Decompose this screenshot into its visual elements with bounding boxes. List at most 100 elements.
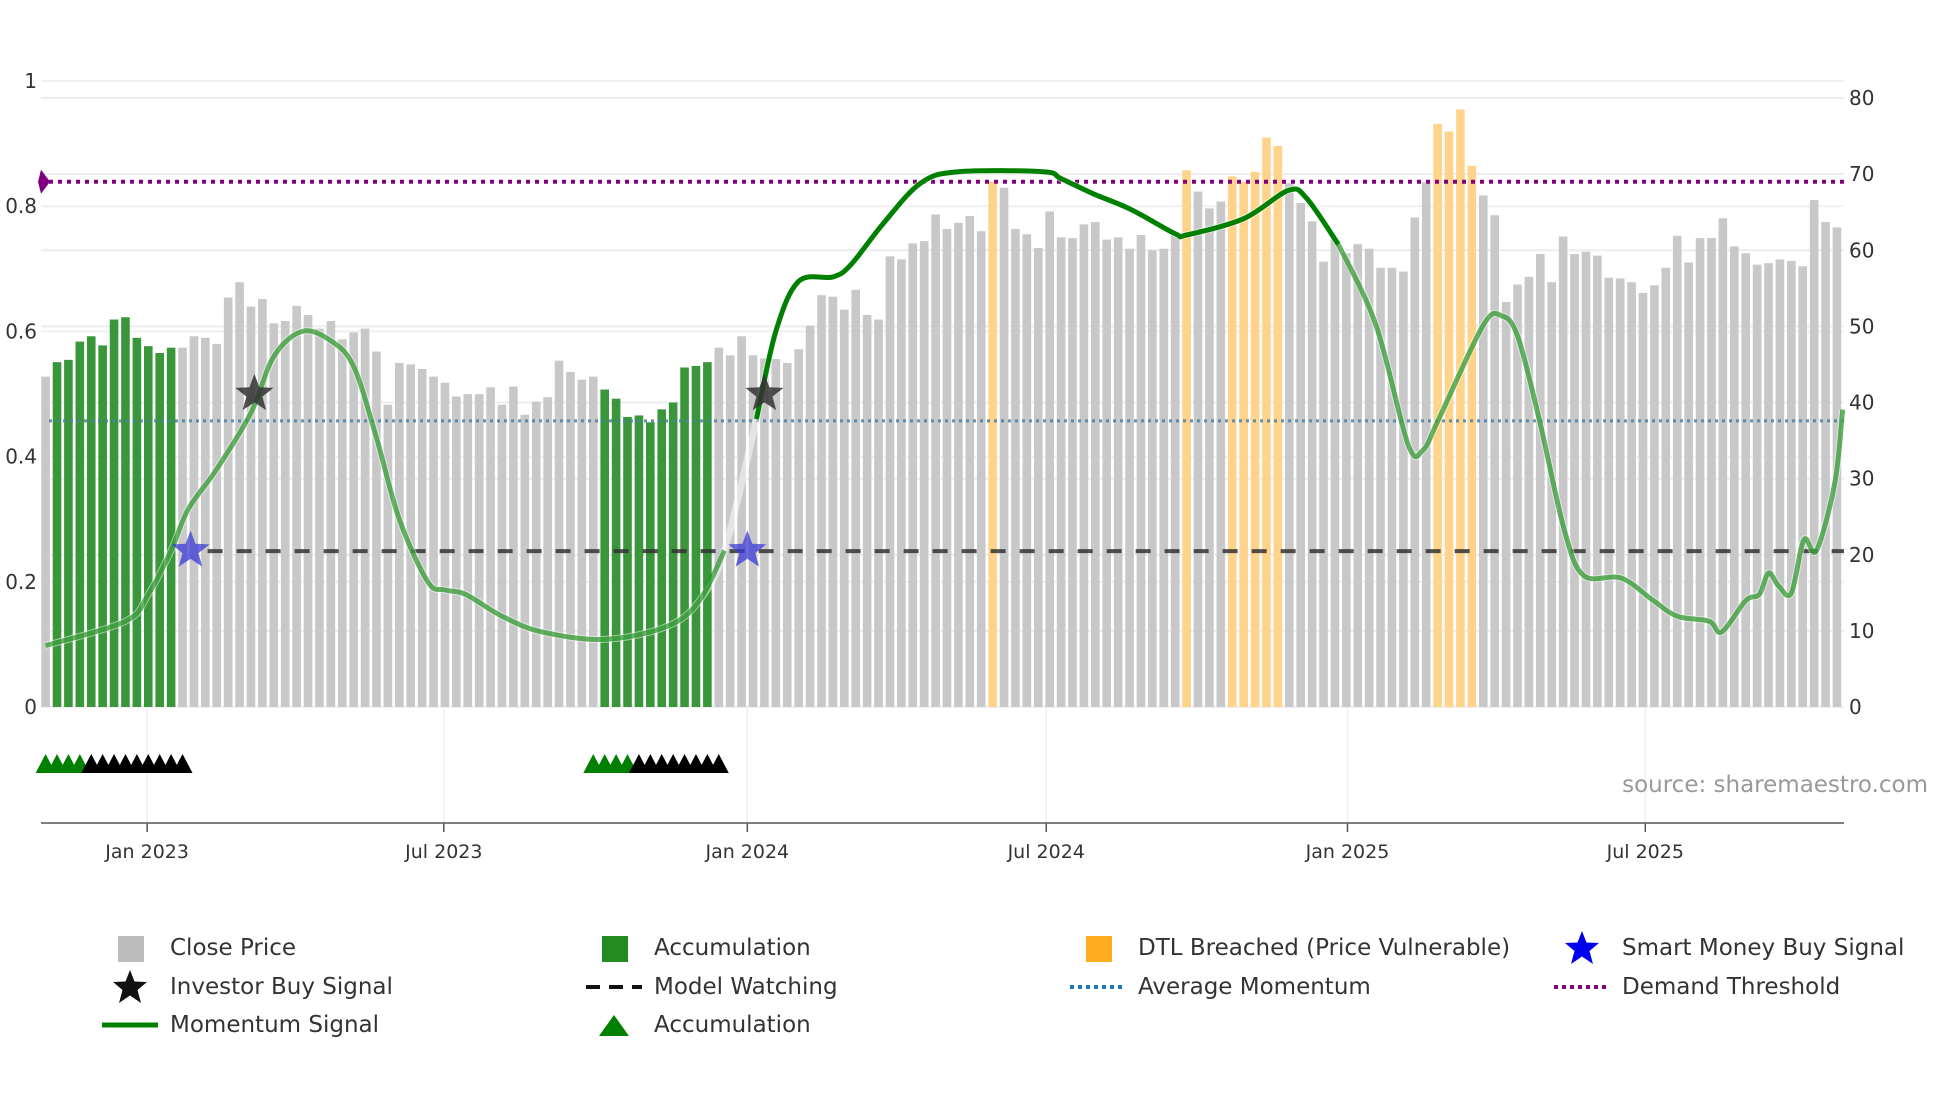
- close-price-bar: [1068, 238, 1077, 707]
- close-price-bar: [395, 362, 404, 707]
- close-price-bar: [269, 323, 279, 707]
- close-price-bar: [794, 349, 803, 707]
- x-axis-tick-label: Jul 2025: [1606, 841, 1684, 863]
- close-price-bar: [1570, 254, 1579, 707]
- left-axis-tick-label: 0.4: [5, 445, 37, 469]
- close-price-bar: [1524, 276, 1534, 707]
- accumulation-bar: [132, 337, 142, 707]
- close-price-bar: [337, 339, 347, 707]
- dtl-breached-bar: [1262, 137, 1271, 707]
- close-price-bar: [280, 321, 290, 707]
- close-price-bar: [1330, 239, 1340, 707]
- close-price-bar: [1364, 248, 1374, 708]
- close-price-bar: [463, 394, 473, 707]
- dtl-breached-bar: [1227, 176, 1237, 707]
- close-price-bar: [1091, 222, 1100, 708]
- accumulation-bar: [109, 319, 119, 707]
- close-price-bar: [874, 319, 883, 707]
- accumulation-bar: [703, 362, 712, 707]
- accumulation-bar: [691, 365, 701, 707]
- close-price-bar: [1205, 208, 1214, 707]
- accumulation-markers: [35, 754, 729, 773]
- accumulation-bar: [623, 416, 632, 707]
- close-price-bar: [1707, 238, 1716, 707]
- close-price-bar: [1718, 218, 1728, 707]
- close-price-bar: [1307, 221, 1317, 707]
- left-axis-tick-label: 0: [24, 695, 37, 719]
- close-price-bar: [942, 228, 952, 707]
- accumulation-bar: [166, 347, 176, 707]
- close-price-bar: [1148, 250, 1157, 707]
- close-price-bar: [1478, 195, 1488, 707]
- accumulation-bar: [600, 389, 609, 707]
- right-axis-tick-label: 40: [1849, 391, 1874, 415]
- accumulation-bar: [86, 336, 96, 707]
- close-price-bar: [1170, 232, 1180, 707]
- dtl-breached-bar: [1250, 171, 1260, 707]
- right-axis-tick-label: 10: [1849, 619, 1874, 643]
- close-price-bar: [851, 289, 861, 707]
- close-price-bar: [315, 328, 324, 707]
- close-price-bar: [372, 351, 381, 707]
- close-price-bar: [1079, 224, 1089, 707]
- dtl-breached-bar: [1273, 145, 1283, 708]
- close-price-bar: [212, 343, 222, 707]
- close-price-bar: [554, 360, 564, 707]
- dtl-breached-bar: [988, 181, 997, 708]
- close-price-bar: [1410, 217, 1420, 708]
- investor-buy-star: [745, 374, 784, 411]
- close-price-bar: [737, 336, 746, 707]
- close-price-bar: [1136, 235, 1146, 707]
- close-price-bar: [1513, 284, 1522, 707]
- close-price-bar: [1490, 215, 1499, 708]
- dtl-breached-bar: [1456, 109, 1465, 707]
- close-price-bar: [954, 222, 963, 707]
- close-price-bar: [1604, 277, 1614, 707]
- accumulation-bar: [668, 402, 678, 707]
- close-price-bar: [1695, 238, 1705, 707]
- accumulation-bar: [657, 409, 667, 707]
- close-price-bar: [1376, 267, 1385, 707]
- close-price-bar: [805, 325, 815, 707]
- close-price-bar: [1752, 264, 1762, 707]
- close-price-bar: [1045, 211, 1054, 707]
- close-price-bar: [1547, 282, 1557, 707]
- signal-stars: [171, 374, 784, 567]
- accumulation-bar: [75, 341, 85, 707]
- momentum-line-strong: [754, 168, 1341, 420]
- close-price-bar: [897, 259, 906, 707]
- close-price-bar: [326, 321, 336, 707]
- close-price-bar: [1342, 253, 1351, 708]
- close-price-bar: [782, 362, 792, 707]
- close-price-bar: [486, 387, 495, 707]
- x-axis-tick-label: Jul 2024: [1007, 841, 1085, 863]
- dtl-breached-bar: [1182, 170, 1191, 708]
- close-price-bar: [531, 401, 541, 707]
- dtl-breached-bar: [1467, 165, 1477, 708]
- close-price-bar: [1638, 292, 1648, 707]
- right-axis-tick-label: 60: [1849, 238, 1874, 262]
- close-price-bar: [383, 404, 393, 707]
- close-price-bar: [1399, 271, 1408, 707]
- close-price-bar: [543, 397, 552, 707]
- close-price-bar: [566, 372, 575, 707]
- x-axis-tick-label: Jan 2025: [1305, 841, 1390, 863]
- close-price-bar: [714, 347, 724, 707]
- accumulation-triangle-black: [708, 754, 729, 773]
- close-price-bar: [509, 386, 518, 707]
- close-price-bar: [1125, 248, 1134, 708]
- accumulation-bar: [646, 422, 655, 707]
- close-price-bar: [1615, 278, 1625, 707]
- accumulation-triangle-black: [172, 754, 193, 773]
- close-price-bar: [1102, 239, 1112, 707]
- close-price-bar: [1216, 201, 1226, 707]
- source-label: source: sharemaestro.com: [1622, 772, 1928, 798]
- x-axis-tick-label: Jul 2023: [404, 841, 482, 863]
- close-price-bar: [246, 306, 256, 707]
- right-axis-tick-label: 20: [1849, 543, 1874, 567]
- close-price-bar: [1787, 260, 1796, 707]
- close-price-bar: [1809, 200, 1819, 707]
- close-price-bar: [440, 382, 450, 707]
- accumulation-bar: [634, 415, 644, 707]
